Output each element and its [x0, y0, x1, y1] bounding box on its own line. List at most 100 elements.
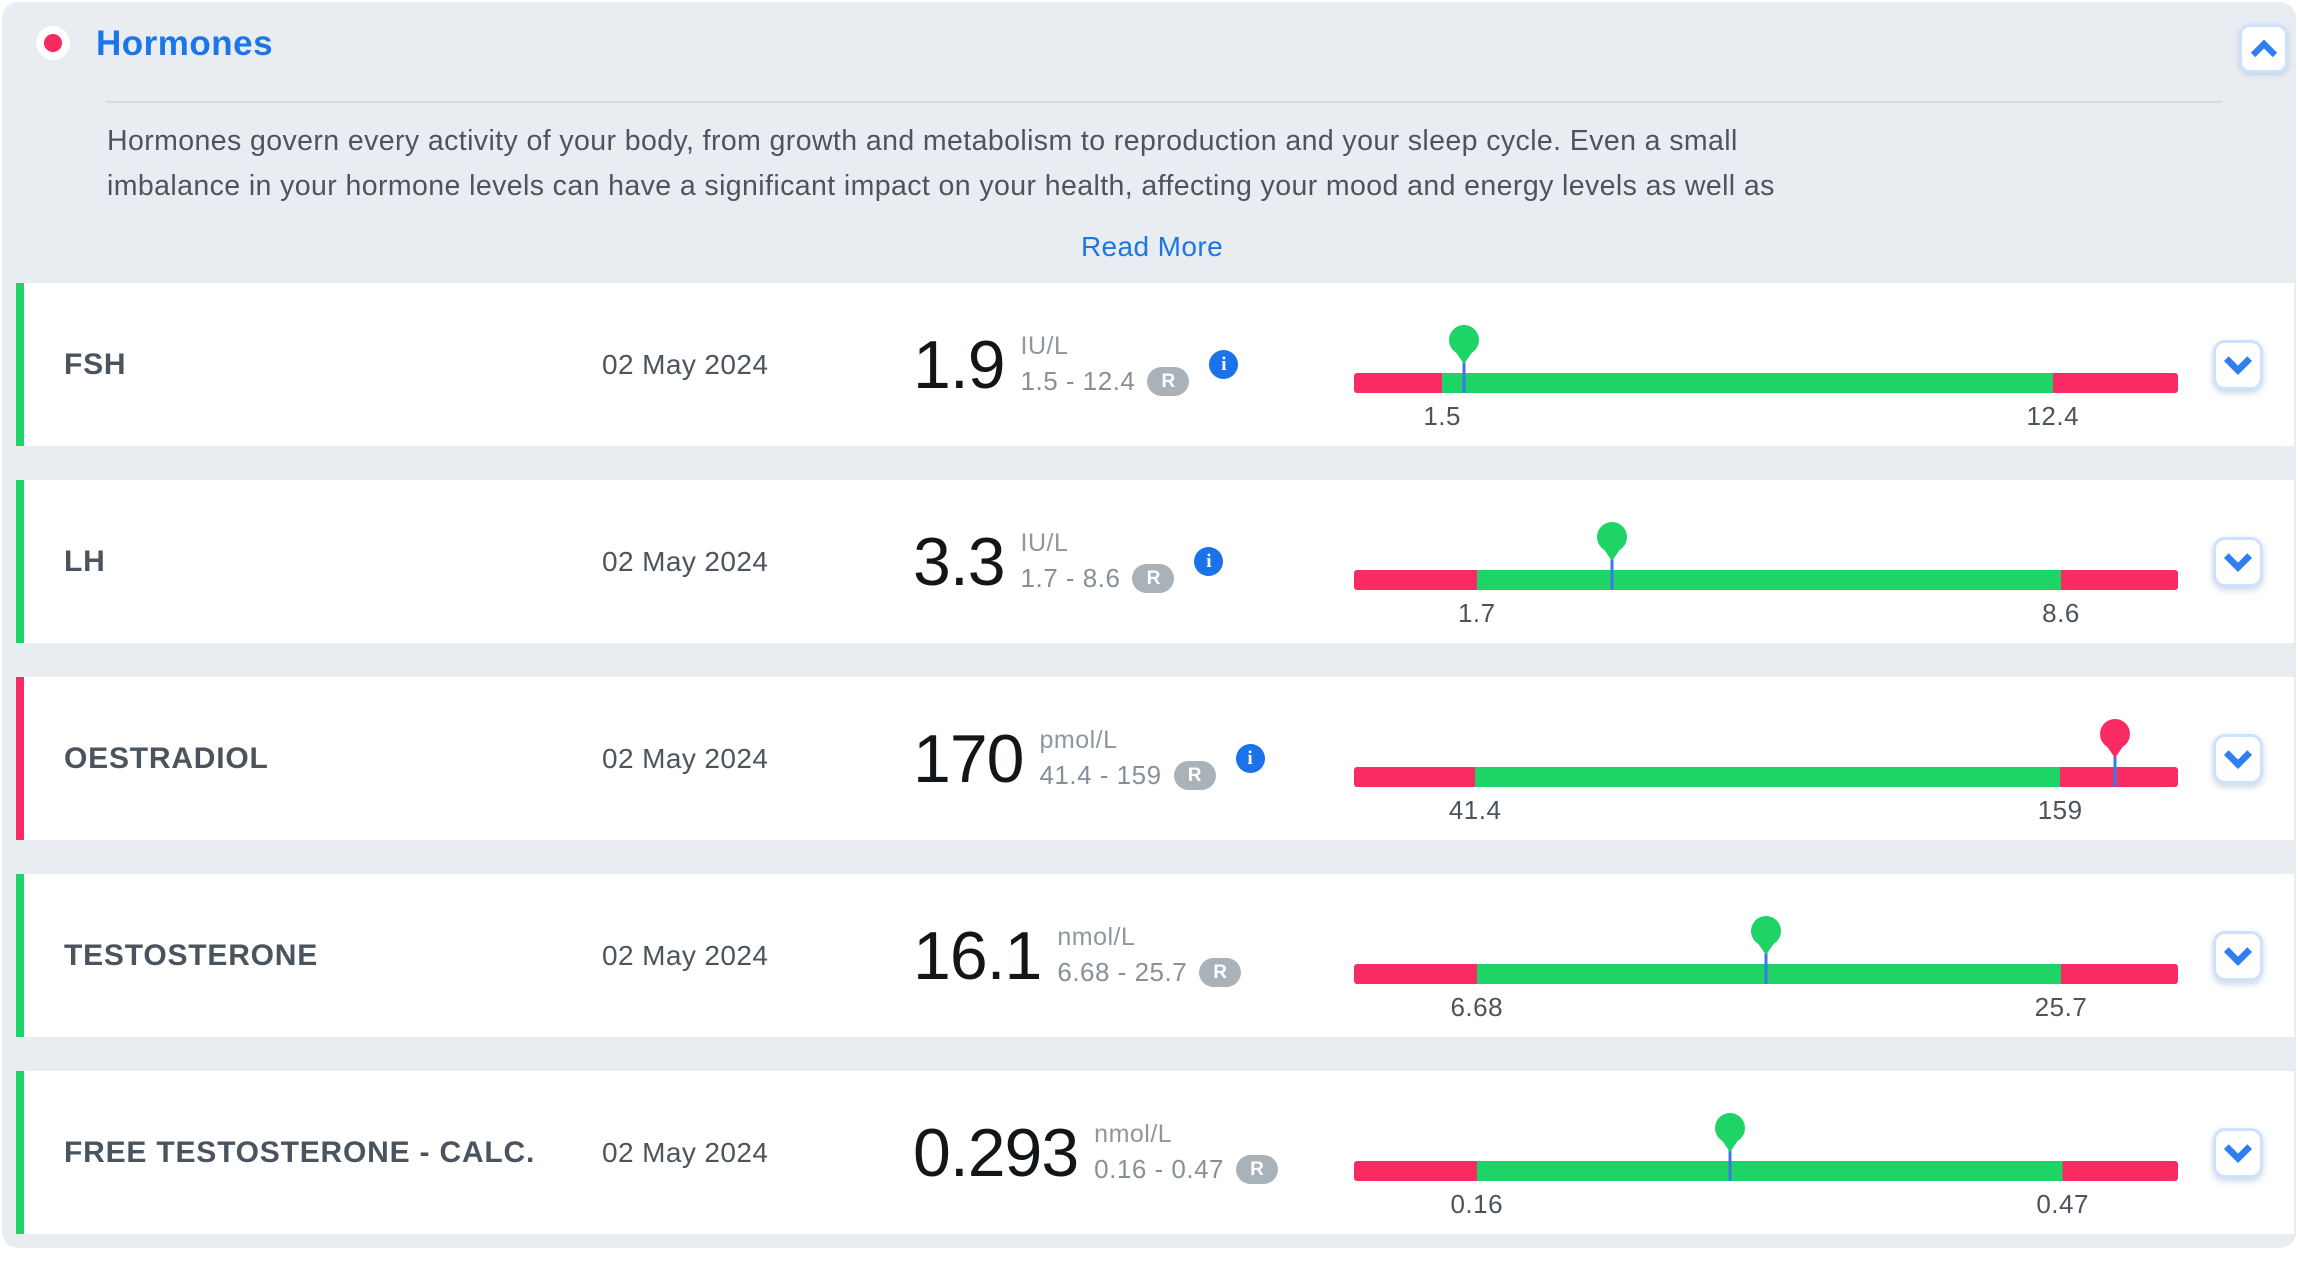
marker-balloon-icon: [1596, 522, 1627, 552]
result-value: 16.1: [913, 917, 1042, 994]
reference-range: 1.7 - 8.6: [1020, 563, 1121, 593]
result-row: FREE TESTOSTERONE - CALC. 02 May 2024 0.…: [16, 1071, 2294, 1234]
marker-line: [1728, 1139, 1732, 1181]
range-max-label: 0.47: [2036, 1189, 2089, 1219]
result-unit: IU/L: [1020, 529, 1069, 557]
test-date: 02 May 2024: [602, 939, 769, 971]
reference-range: 1.5 - 12.4: [1020, 366, 1136, 396]
result-marker-pin: [1749, 916, 1783, 986]
marker-balloon-icon: [1714, 1113, 1745, 1143]
marker-line: [1462, 351, 1466, 393]
marker-balloon-icon: [2099, 719, 2130, 749]
result-value: 1.9: [913, 326, 1006, 403]
marker-balloon-icon: [1751, 916, 1781, 946]
row-expand-button[interactable]: [2213, 930, 2263, 981]
reference-badge: R: [1235, 1155, 1278, 1184]
result-details: IU/L 1.7 - 8.6 R: [1021, 529, 1175, 594]
section-collapse-button[interactable]: [2239, 24, 2288, 73]
test-name: LH: [64, 544, 106, 578]
test-date: 02 May 2024: [602, 1136, 769, 1168]
reference-range-line: 41.4 - 159 R: [1039, 760, 1216, 791]
range-bar-track: [1354, 1161, 2178, 1181]
marker-line: [2113, 745, 2117, 787]
reference-badge: R: [1199, 958, 1242, 987]
marker-line: [1610, 548, 1614, 590]
result-row: TESTOSTERONE 02 May 2024 16.1 nmol/L 6.6…: [16, 874, 2294, 1037]
test-date: 02 May 2024: [602, 545, 769, 577]
chevron-down-icon: [2222, 546, 2254, 578]
info-icon[interactable]: i: [1235, 744, 1265, 773]
result-value: 170: [913, 720, 1024, 797]
result-unit: nmol/L: [1094, 1120, 1173, 1148]
marker-balloon-icon: [1449, 325, 1480, 355]
range-max-label: 12.4: [2026, 401, 2080, 431]
range-min-label: 1.5: [1423, 401, 1461, 431]
result-value-block: 0.293 nmol/L 0.16 - 0.47 R i: [913, 1119, 1278, 1187]
test-name: FREE TESTOSTERONE - CALC.: [64, 1135, 536, 1169]
range-bar: 41.4 159: [1354, 677, 2178, 840]
range-bar-track: [1354, 767, 2178, 787]
range-max-label: 25.7: [2034, 992, 2088, 1022]
section-description: Hormones govern every activity of your b…: [107, 119, 2197, 209]
result-marker-pin: [1595, 522, 1629, 592]
reference-range: 41.4 - 159: [1039, 760, 1162, 790]
result-unit: nmol/L: [1057, 923, 1136, 951]
range-bar-track: [1354, 570, 2178, 590]
range-bar: 6.68 25.7: [1354, 874, 2178, 1037]
section-title: Hormones: [96, 24, 274, 63]
range-min-label: 6.68: [1450, 992, 1504, 1022]
marker-line: [1764, 942, 1768, 984]
test-name: FSH: [64, 347, 127, 381]
description-line-2: imbalance in your hormone levels can hav…: [107, 170, 1775, 202]
info-icon[interactable]: i: [1209, 350, 1239, 379]
chevron-down-icon: [2222, 349, 2254, 381]
range-bar: 1.7 8.6: [1354, 480, 2178, 643]
result-row: OESTRADIOL 02 May 2024 170 pmol/L 41.4 -…: [16, 677, 2294, 840]
result-unit: pmol/L: [1039, 726, 1118, 754]
chevron-up-icon: [2249, 34, 2279, 64]
read-more-link[interactable]: Read More: [1080, 231, 1224, 262]
result-row: LH 02 May 2024 3.3 IU/L 1.7 - 8.6 R i 1.…: [16, 480, 2294, 643]
header-divider: [106, 101, 2222, 103]
result-details: pmol/L 41.4 - 159 R: [1039, 726, 1216, 791]
reference-range-line: 1.7 - 8.6 R: [1021, 563, 1175, 594]
reference-badge: R: [1173, 761, 1216, 790]
range-max-label: 159: [2037, 795, 2083, 825]
row-expand-button[interactable]: [2213, 1127, 2263, 1178]
reference-range-line: 0.16 - 0.47 R: [1094, 1154, 1278, 1185]
result-row: FSH 02 May 2024 1.9 IU/L 1.5 - 12.4 R i …: [16, 283, 2294, 446]
result-marker-pin: [1447, 325, 1481, 395]
result-details: IU/L 1.5 - 12.4 R: [1021, 332, 1190, 397]
result-value-block: 3.3 IU/L 1.7 - 8.6 R i: [913, 523, 1224, 600]
info-icon[interactable]: i: [1194, 547, 1224, 576]
result-value-block: 16.1 nmol/L 6.68 - 25.7 R i: [913, 917, 1242, 994]
test-date: 02 May 2024: [602, 742, 769, 774]
result-value-block: 170 pmol/L 41.4 - 159 R i: [913, 725, 1265, 793]
result-value-block: 1.9 IU/L 1.5 - 12.4 R i: [913, 326, 1239, 403]
reference-range-line: 6.68 - 25.7 R: [1057, 957, 1242, 988]
row-expand-button[interactable]: [2213, 536, 2263, 587]
range-bar: 0.16 0.47: [1354, 1071, 2178, 1234]
range-min-label: 41.4: [1448, 795, 1502, 825]
chevron-down-icon: [2222, 743, 2254, 775]
description-line-1: Hormones govern every activity of your b…: [107, 125, 1738, 157]
range-max-label: 8.6: [2042, 598, 2080, 628]
row-expand-button[interactable]: [2213, 733, 2263, 784]
reference-badge: R: [1147, 367, 1190, 396]
reference-range: 0.16 - 0.47: [1094, 1154, 1224, 1184]
result-value: 3.3: [913, 523, 1006, 600]
result-details: nmol/L 0.16 - 0.47 R: [1094, 1120, 1278, 1185]
test-date: 02 May 2024: [602, 348, 769, 380]
chevron-down-icon: [2222, 940, 2254, 972]
section-status-dot-icon: [36, 26, 70, 60]
test-name: TESTOSTERONE: [64, 938, 319, 972]
chevron-down-icon: [2222, 1137, 2254, 1169]
range-min-label: 0.16: [1450, 1189, 1504, 1219]
reference-badge: R: [1132, 564, 1175, 593]
range-min-label: 1.7: [1457, 598, 1496, 628]
row-expand-button[interactable]: [2213, 339, 2263, 390]
range-bar-track: [1354, 373, 2178, 393]
result-marker-pin: [2098, 719, 2132, 789]
test-name: OESTRADIOL: [64, 741, 269, 775]
